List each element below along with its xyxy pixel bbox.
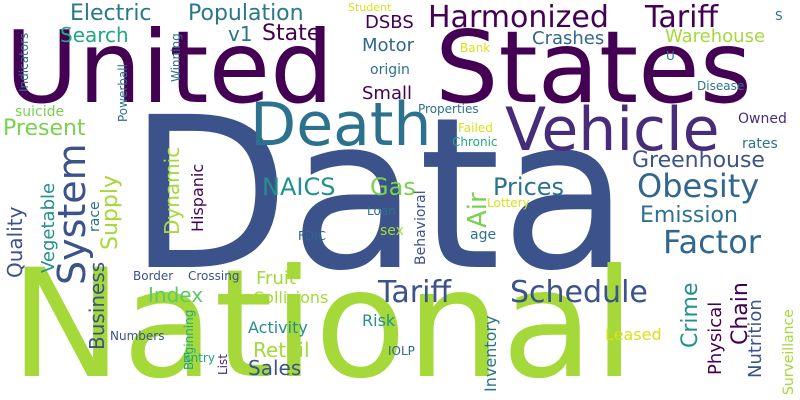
word-origin: origin bbox=[370, 62, 410, 78]
word-behavioral: Behavioral bbox=[413, 190, 429, 265]
word-naics: NAICS bbox=[262, 173, 336, 201]
word-bank: Bank bbox=[460, 41, 491, 55]
word-powerball: Powerball bbox=[116, 64, 130, 122]
word-inventory: Inventory bbox=[481, 315, 500, 392]
word-national: National bbox=[10, 238, 636, 400]
word-state: State bbox=[262, 21, 321, 46]
word-disease: Disease bbox=[697, 79, 745, 93]
word-prices: Prices bbox=[493, 173, 565, 201]
word-tariff-middle: Tariff bbox=[378, 275, 452, 310]
word-retail: Retail bbox=[253, 338, 310, 362]
word-crashes: Crashes bbox=[532, 28, 605, 49]
word-harmonized: Harmonized bbox=[428, 0, 609, 35]
word-properties: Properties bbox=[418, 102, 479, 116]
word-united: United bbox=[5, 9, 334, 126]
word-fruit: Fruit bbox=[256, 268, 296, 289]
word-motor: Motor bbox=[362, 35, 415, 56]
word-age: age bbox=[470, 227, 497, 243]
word-nutrition: Nutrition bbox=[745, 299, 766, 378]
word-supply: Supply bbox=[98, 175, 123, 250]
word-collisions: Collisions bbox=[253, 288, 329, 307]
word-list: List bbox=[216, 354, 230, 375]
word-tariff-top: Tariff bbox=[645, 0, 719, 35]
word-risk: Risk bbox=[362, 311, 396, 330]
word-schedule: Schedule bbox=[510, 275, 648, 310]
word-data: Data bbox=[128, 72, 630, 317]
word-hispanic: Hispanic bbox=[188, 163, 207, 232]
word-small: Small bbox=[362, 83, 412, 104]
word-iolp: IOLP bbox=[388, 344, 415, 358]
word-crime: Crime bbox=[678, 282, 703, 348]
word-obesity: Obesity bbox=[637, 167, 760, 205]
word-fdic: FDIC bbox=[298, 229, 327, 243]
word-present: Present bbox=[3, 116, 86, 141]
word-electric: Electric bbox=[70, 1, 152, 26]
word-emission: Emission bbox=[640, 203, 738, 228]
word-failed: Failed bbox=[458, 121, 493, 135]
word-winning: Winning bbox=[169, 33, 183, 82]
word-u: U bbox=[666, 49, 675, 63]
word-entry: Entry bbox=[183, 351, 215, 365]
word-business: Business bbox=[85, 261, 109, 350]
word-states: States bbox=[435, 9, 752, 126]
word-death: Death bbox=[250, 90, 432, 160]
word-indicators: Indicators bbox=[17, 32, 31, 92]
word-loan: Loan bbox=[367, 204, 396, 218]
word-student: Student bbox=[348, 1, 392, 14]
word-owned: Owned bbox=[738, 111, 787, 127]
word-border: Border bbox=[133, 269, 174, 283]
word-dynamic: Dynamic bbox=[160, 146, 184, 235]
word-v1: v1 bbox=[228, 22, 253, 46]
word-physical: Physical bbox=[705, 301, 726, 375]
word-activity: Activity bbox=[248, 318, 308, 337]
word-search: Search bbox=[60, 23, 129, 47]
word-vegetable: Vegetable bbox=[38, 182, 59, 273]
word-vehicle: Vehicle bbox=[505, 95, 720, 165]
word-population: Population bbox=[188, 1, 304, 26]
word-chronic: Chronic bbox=[452, 135, 498, 149]
word-greenhouse: Greenhouse bbox=[632, 148, 765, 173]
word-factor: Factor bbox=[663, 223, 761, 261]
word-rates: rates bbox=[742, 136, 778, 152]
word-sex: sex bbox=[380, 223, 404, 239]
word-beginning: Beginning bbox=[182, 309, 196, 370]
word-numbers: Numbers bbox=[110, 329, 165, 343]
word-index: Index bbox=[148, 283, 204, 307]
word-lottery: Lottery bbox=[487, 196, 530, 210]
word-suicide: suicide bbox=[15, 104, 65, 120]
word-crossing: Crossing bbox=[188, 269, 240, 283]
word-sales: Sales bbox=[248, 356, 302, 380]
word-dsbs: DSBS bbox=[365, 12, 414, 33]
word-leased: Leased bbox=[605, 325, 662, 344]
word-s: S bbox=[775, 9, 783, 23]
word-gas: Gas bbox=[370, 173, 416, 201]
word-quality: Quality bbox=[3, 206, 27, 278]
word-race: race bbox=[87, 201, 103, 232]
word-surveillance: Surveillance bbox=[781, 309, 797, 395]
word-warehouse: Warehouse bbox=[665, 26, 766, 47]
